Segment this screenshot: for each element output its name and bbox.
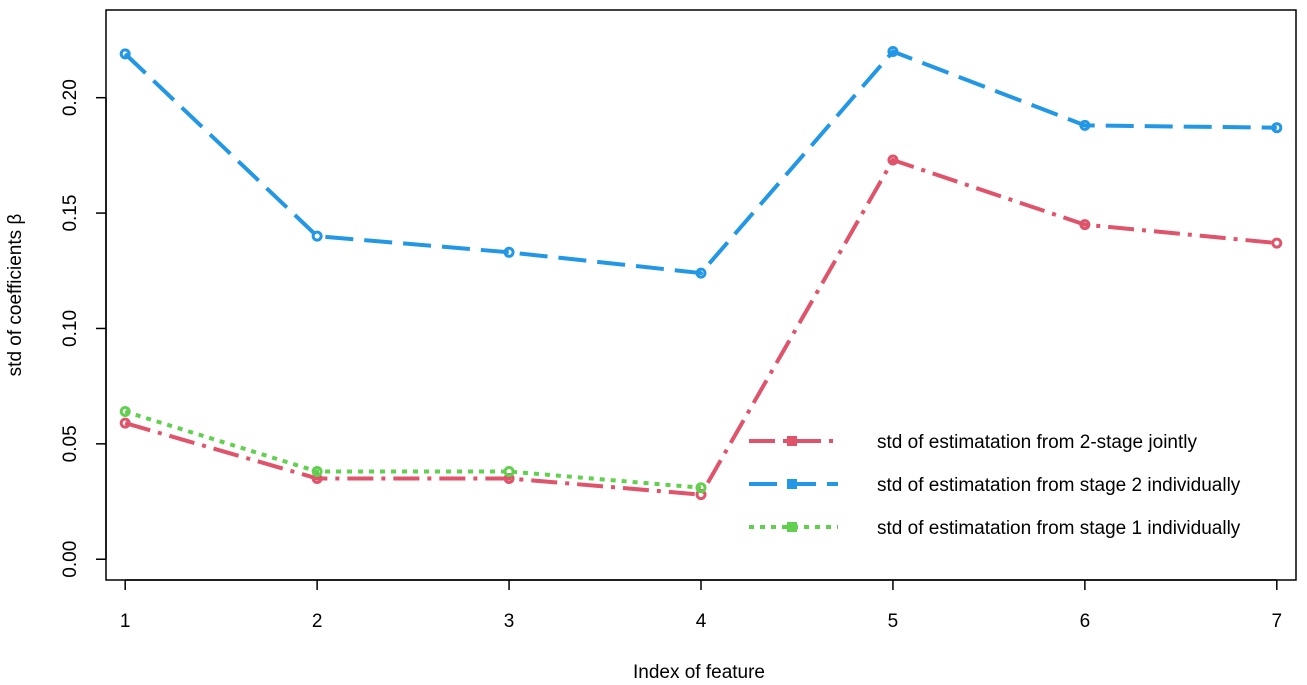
series-line: [124, 409, 702, 490]
legend-marker: [787, 436, 797, 446]
data-point: [1271, 122, 1283, 134]
x-tick-label: 6: [1080, 611, 1091, 632]
data-point: [119, 48, 131, 60]
data-point: [1079, 119, 1091, 131]
data-point: [311, 230, 323, 242]
y-tick-label: 0.10: [60, 310, 81, 347]
x-tick-label: 1: [120, 611, 131, 632]
series-2: [119, 46, 1283, 279]
y-tick-label: 0.15: [60, 195, 81, 232]
data-point: [119, 417, 131, 429]
legend-label: std of estimatation from stage 2 individ…: [877, 475, 1241, 496]
data-point: [503, 466, 515, 478]
x-tick-label: 7: [1272, 611, 1283, 632]
x-axis: 1 2 3 4 5 6 7: [120, 579, 1283, 632]
data-point: [311, 466, 323, 478]
y-tick-label: 0.05: [60, 425, 81, 462]
series-line: [123, 49, 1277, 276]
data-point: [119, 406, 131, 418]
data-point: [887, 46, 899, 58]
data-point: [695, 482, 707, 494]
data-point: [1271, 237, 1283, 249]
data-point: [503, 246, 515, 258]
series-layer: [119, 46, 1283, 501]
y-tick-label: 0.00: [60, 541, 81, 578]
data-point: [695, 267, 707, 279]
x-tick-label: 5: [888, 611, 899, 632]
x-tick-label: 3: [504, 611, 515, 632]
x-tick-label: 2: [312, 611, 323, 632]
data-point: [887, 154, 899, 166]
y-axis: 0.00 0.05 0.10 0.15 0.20: [60, 79, 107, 578]
legend-marker: [787, 479, 797, 489]
y-tick-label: 0.20: [60, 79, 81, 116]
y-axis-label: std of coefficients β: [5, 214, 26, 377]
series-3: [119, 406, 707, 494]
series-line: [124, 157, 1277, 497]
legend-label: std of estimatation from 2-stage jointly: [877, 432, 1197, 453]
legend: std of estimatation from 2-stage jointly…: [749, 432, 1241, 539]
data-point: [1079, 219, 1091, 231]
x-axis-label: Index of feature: [633, 662, 765, 683]
x-tick-label: 4: [696, 611, 707, 632]
legend-marker: [787, 522, 797, 532]
legend-label: std of estimatation from stage 1 individ…: [877, 518, 1241, 539]
